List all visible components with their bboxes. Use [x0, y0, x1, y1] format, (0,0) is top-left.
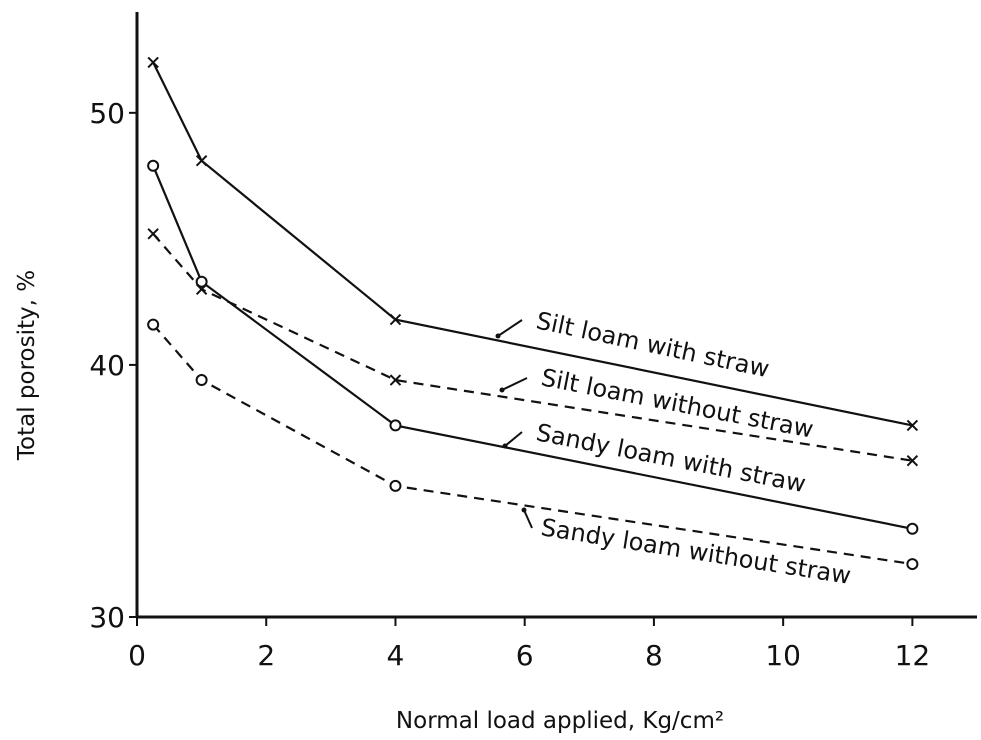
marker [389, 374, 402, 386]
label-arrow [501, 377, 528, 391]
label-arrow [523, 509, 533, 529]
arrow-head [495, 333, 501, 339]
marker [906, 419, 919, 432]
marker [195, 155, 208, 167]
x-tick-label: 6 [516, 639, 534, 672]
marker [147, 318, 160, 331]
marker [147, 159, 160, 172]
marker [195, 275, 208, 288]
x-tick-label: 2 [257, 639, 275, 672]
marker [195, 374, 208, 387]
y-axis-label: Total porosity, % [14, 270, 40, 461]
marker [389, 313, 402, 326]
label-arrow [504, 431, 523, 447]
series-label: Sandy loam without straw [539, 513, 853, 590]
marker [147, 228, 159, 240]
label-arrow [497, 319, 523, 337]
y-tick-label: 50 [89, 97, 125, 130]
series-line [152, 61, 913, 427]
x-tick-label: 12 [895, 639, 931, 672]
marker [906, 455, 919, 467]
x-tick-label: 8 [645, 639, 663, 672]
x-tick-label: 4 [387, 639, 405, 672]
marker [389, 419, 402, 432]
y-tick-label: 40 [89, 349, 125, 382]
x-tick-label: 10 [765, 639, 801, 672]
marker [906, 522, 919, 535]
marker [147, 56, 159, 69]
arrow-head [499, 387, 505, 393]
series-line [152, 323, 913, 566]
marker [389, 479, 402, 492]
series-line [152, 233, 913, 462]
series-line [152, 165, 913, 530]
arrow-head [521, 507, 527, 513]
arrow-head [502, 443, 508, 449]
x-tick-label: 0 [128, 639, 146, 672]
x-axis-label: Normal load applied, Kg/cm² [396, 708, 724, 734]
y-tick-label: 30 [89, 601, 125, 634]
marker [906, 558, 919, 571]
